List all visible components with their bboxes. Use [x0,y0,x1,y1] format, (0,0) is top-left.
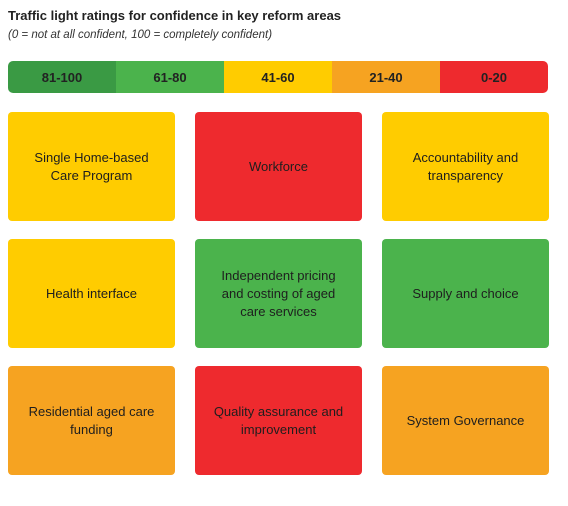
legend-item-81-100: 81-100 [8,61,116,93]
reform-card-health-interface: Health interface [8,239,175,348]
reform-card-pricing: Independent pricing and costing of aged … [195,239,362,348]
reform-card-label: Supply and choice [412,285,519,301]
legend-item-0-20: 0-20 [440,61,548,93]
legend-item-61-80: 61-80 [116,61,224,93]
reform-card-supply-choice: Supply and choice [382,239,549,348]
reform-card-quality-assurance: Quality assurance and improvement [195,366,362,475]
reform-card-home-care: Single Home-based Care Program [8,112,175,221]
reform-card-accountability: Accountability and transparency [382,112,549,221]
reform-card-label: System Governance [406,412,525,428]
reform-card-label: Single Home-based Care Program [34,149,149,183]
chart-subtitle: (0 = not at all confident, 100 = complet… [8,29,273,41]
reform-area-grid: Single Home-based Care Program Workforce… [8,112,549,475]
chart-title: Traffic light ratings for confidence in … [8,8,342,23]
reform-card-label: Residential aged care funding [28,403,155,437]
reform-card-label: Accountability and transparency [412,149,519,183]
reform-card-workforce: Workforce [195,112,362,221]
rating-legend: 81-100 61-80 41-60 21-40 0-20 [8,61,548,93]
reform-card-system-governance: System Governance [382,366,549,475]
reform-card-label: Independent pricing and costing of aged … [221,267,336,319]
legend-item-21-40: 21-40 [332,61,440,93]
legend-item-41-60: 41-60 [224,61,332,93]
reform-card-label: Quality assurance and improvement [213,403,344,437]
reform-card-residential-funding: Residential aged care funding [8,366,175,475]
reform-card-label: Health interface [45,285,138,301]
reform-card-label: Workforce [249,158,308,174]
